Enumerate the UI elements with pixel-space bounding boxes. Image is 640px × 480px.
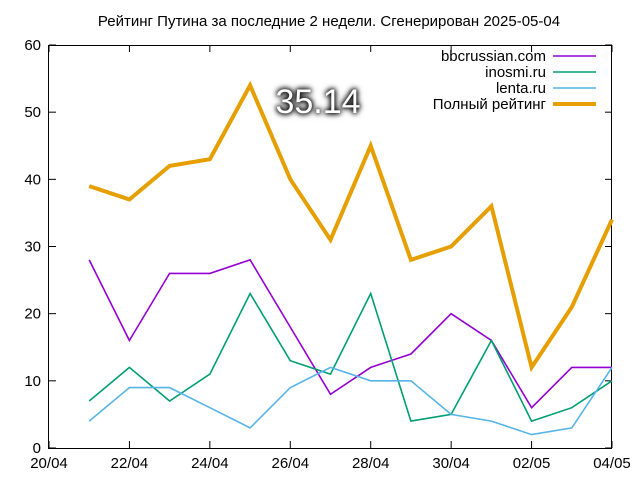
x-tick-label: 26/04 xyxy=(272,455,310,472)
y-tick-label: 60 xyxy=(24,37,41,54)
y-axis: 0 10 20 30 40 50 60 xyxy=(24,37,612,457)
legend-label: inosmi.ru xyxy=(485,64,546,81)
x-tick-label: 24/04 xyxy=(191,455,229,472)
legend-label: bbcrussian.com xyxy=(441,48,546,65)
y-tick-label: 0 xyxy=(33,440,41,457)
legend-label: lenta.ru xyxy=(496,80,546,97)
legend-label: Полный рейтинг xyxy=(433,96,547,113)
y-tick-label: 20 xyxy=(24,306,41,323)
y-tick-label: 50 xyxy=(24,104,41,121)
x-axis: 20/04 22/04 24/04 26/04 28/04 30/04 02/05 04/05 xyxy=(30,45,631,472)
x-tick-label: 30/04 xyxy=(432,455,470,472)
x-tick-label: 28/04 xyxy=(352,455,390,472)
x-tick-label: 04/05 xyxy=(593,455,631,472)
x-tick-label: 02/05 xyxy=(513,455,551,472)
y-tick-label: 10 xyxy=(24,373,41,390)
annotation-value: 35.14 xyxy=(275,83,360,121)
series-line-0 xyxy=(88,258,612,409)
series-line-1 xyxy=(88,291,613,423)
y-tick-label: 30 xyxy=(24,239,41,256)
series-line-2 xyxy=(88,366,613,436)
x-tick-label: 20/04 xyxy=(30,455,68,472)
x-tick-label: 22/04 xyxy=(111,455,149,472)
series-layer xyxy=(88,80,614,436)
series-line-3 xyxy=(88,80,614,373)
chart-title: Рейтинг Путина за последние 2 недели. Сг… xyxy=(98,13,560,30)
y-tick-label: 40 xyxy=(24,171,41,188)
